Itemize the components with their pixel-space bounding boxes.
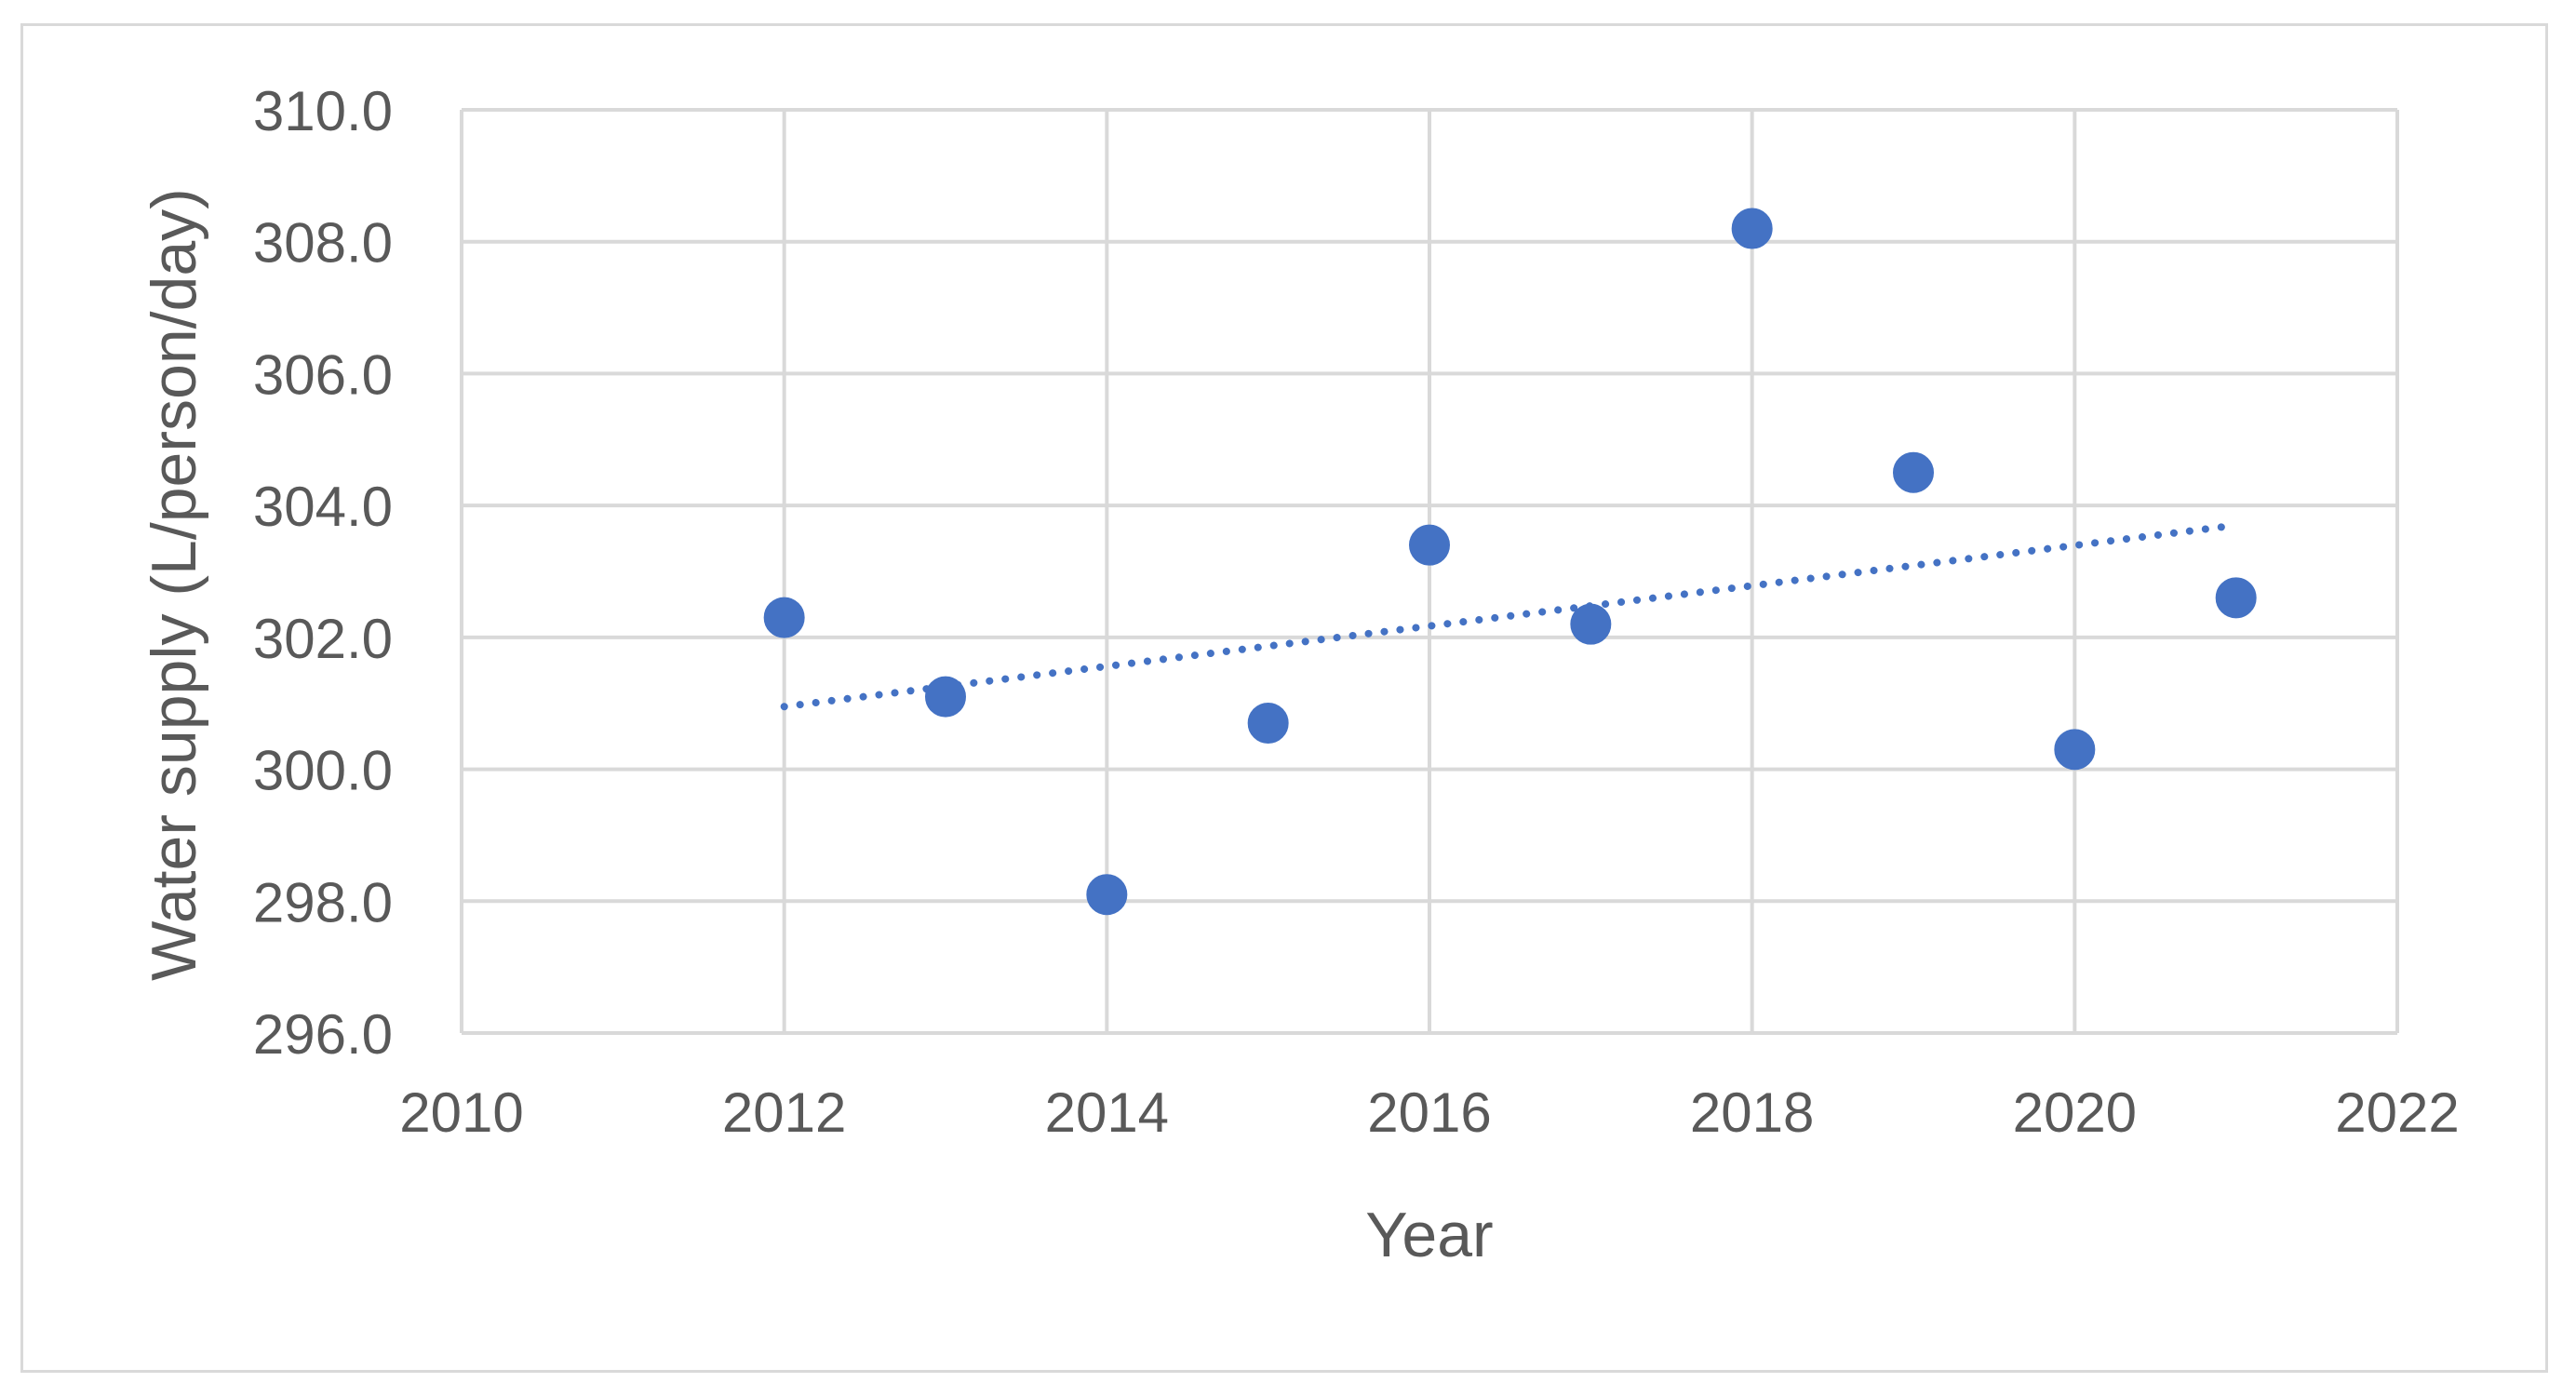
y-tick-label: 300.0 [253,740,393,802]
y-tick-label: 306.0 [253,343,393,406]
x-axis-ticks: 2010 2012 2014 2016 2018 2020 2022 [399,1081,2459,1144]
data-point [1409,524,1450,566]
x-tick-label: 2016 [1367,1081,1491,1144]
data-point [2054,729,2096,771]
x-tick-label: 2012 [722,1081,846,1144]
y-tick-label: 298.0 [253,871,393,933]
data-point [1247,702,1289,744]
y-tick-label: 304.0 [253,476,393,538]
y-tick-label: 302.0 [253,608,393,670]
data-point [1893,451,1934,493]
trendline-layer [780,521,2240,711]
trendline [780,521,2240,711]
x-axis-title: Year [1365,1200,1493,1270]
y-tick-label: 296.0 [253,1003,393,1066]
data-point [1731,208,1773,249]
x-tick-label: 2014 [1045,1081,1169,1144]
gridlines [460,108,2399,1035]
chart-frame [20,23,2548,1373]
y-tick-label: 310.0 [253,80,393,142]
y-axis-title: Water supply (L/person/day) [139,188,209,981]
x-tick-label: 2018 [1690,1081,1814,1144]
data-point [1570,603,1612,645]
data-point [2215,577,2257,619]
data-points [763,208,2257,916]
y-tick-label: 308.0 [253,212,393,275]
x-tick-label: 2020 [2013,1081,2137,1144]
x-tick-label: 2010 [399,1081,523,1144]
y-axis-ticks: 296.0 298.0 300.0 302.0 304.0 306.0 308.0 310.0 [253,80,393,1066]
data-point [1086,874,1128,916]
data-point [763,597,805,638]
data-point [925,676,966,718]
x-tick-label: 2022 [2335,1081,2459,1144]
